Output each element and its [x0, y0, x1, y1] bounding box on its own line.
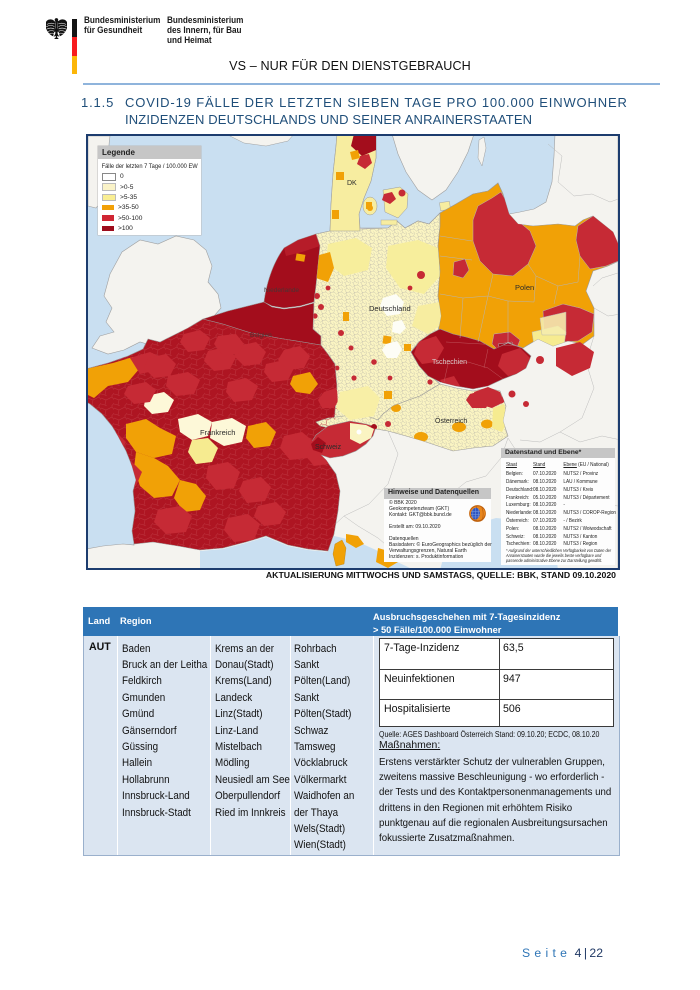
svg-text:Frankreich: Frankreich — [200, 428, 235, 437]
svg-text:Belgien: Belgien — [250, 332, 272, 339]
svg-text:Niederlande: Niederlande — [264, 287, 299, 294]
svg-text:Österreich: Österreich — [435, 417, 467, 425]
svg-text:Schweiz: Schweiz — [315, 444, 342, 451]
svg-text:DK: DK — [347, 180, 357, 187]
svg-text:Tschechien: Tschechien — [432, 359, 467, 366]
svg-text:Deutschland: Deutschland — [369, 304, 411, 313]
svg-text:Polen: Polen — [515, 283, 534, 292]
